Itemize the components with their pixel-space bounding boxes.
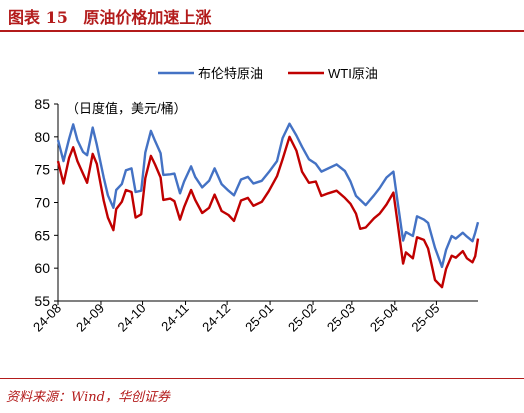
- y-tick-label: 55: [34, 293, 50, 309]
- price-chart: 布伦特原油 WTI原油 （日度值，美元/桶） 55 60 65 70 75 80 85 24-…: [30, 66, 480, 335]
- y-tick-label: 85: [34, 96, 50, 112]
- x-tick-label: 25-05: [408, 301, 442, 335]
- x-tick-label: 25-03: [324, 301, 358, 335]
- source-rule: [0, 378, 524, 379]
- source-note: 资料来源：Wind，华创证券: [6, 390, 170, 405]
- figure-label: 图表 15: [8, 8, 68, 27]
- x-tick-label: 24-10: [115, 301, 149, 335]
- x-tick-label: 24-11: [158, 301, 191, 334]
- y-tick-label: 60: [34, 260, 50, 276]
- x-tick-label: 24-09: [73, 301, 107, 335]
- y-tick-label: 80: [34, 129, 50, 145]
- x-tick-label: 24-12: [199, 301, 233, 335]
- series-line-1: [56, 122, 480, 269]
- title-rule: [0, 30, 524, 32]
- legend: 布伦特原油 WTI原油: [158, 66, 378, 81]
- y-axis: 55 60 65 70 75 80 85: [34, 96, 59, 309]
- y-tick-label: 65: [34, 227, 50, 243]
- unit-label: （日度值，美元/桶）: [66, 101, 187, 116]
- y-tick-label: 70: [34, 195, 50, 211]
- legend-label: 布伦特原油: [198, 66, 263, 81]
- y-tick-label: 75: [34, 162, 50, 178]
- series-line-2: [56, 135, 480, 289]
- x-tick-label: 25-04: [367, 301, 401, 335]
- x-tick-label: 25-01: [242, 301, 276, 335]
- series-layer: [56, 122, 480, 289]
- x-axis: 24-08 24-09 24-10 24-11 24-12 25-01 25-02 25-03…: [30, 300, 478, 335]
- figure-caption: 原油价格加速上涨: [83, 8, 212, 27]
- figure-title: 图表 15 原油价格加速上涨: [8, 4, 221, 28]
- legend-label: WTI原油: [328, 66, 378, 81]
- x-tick-label: 25-02: [285, 301, 319, 335]
